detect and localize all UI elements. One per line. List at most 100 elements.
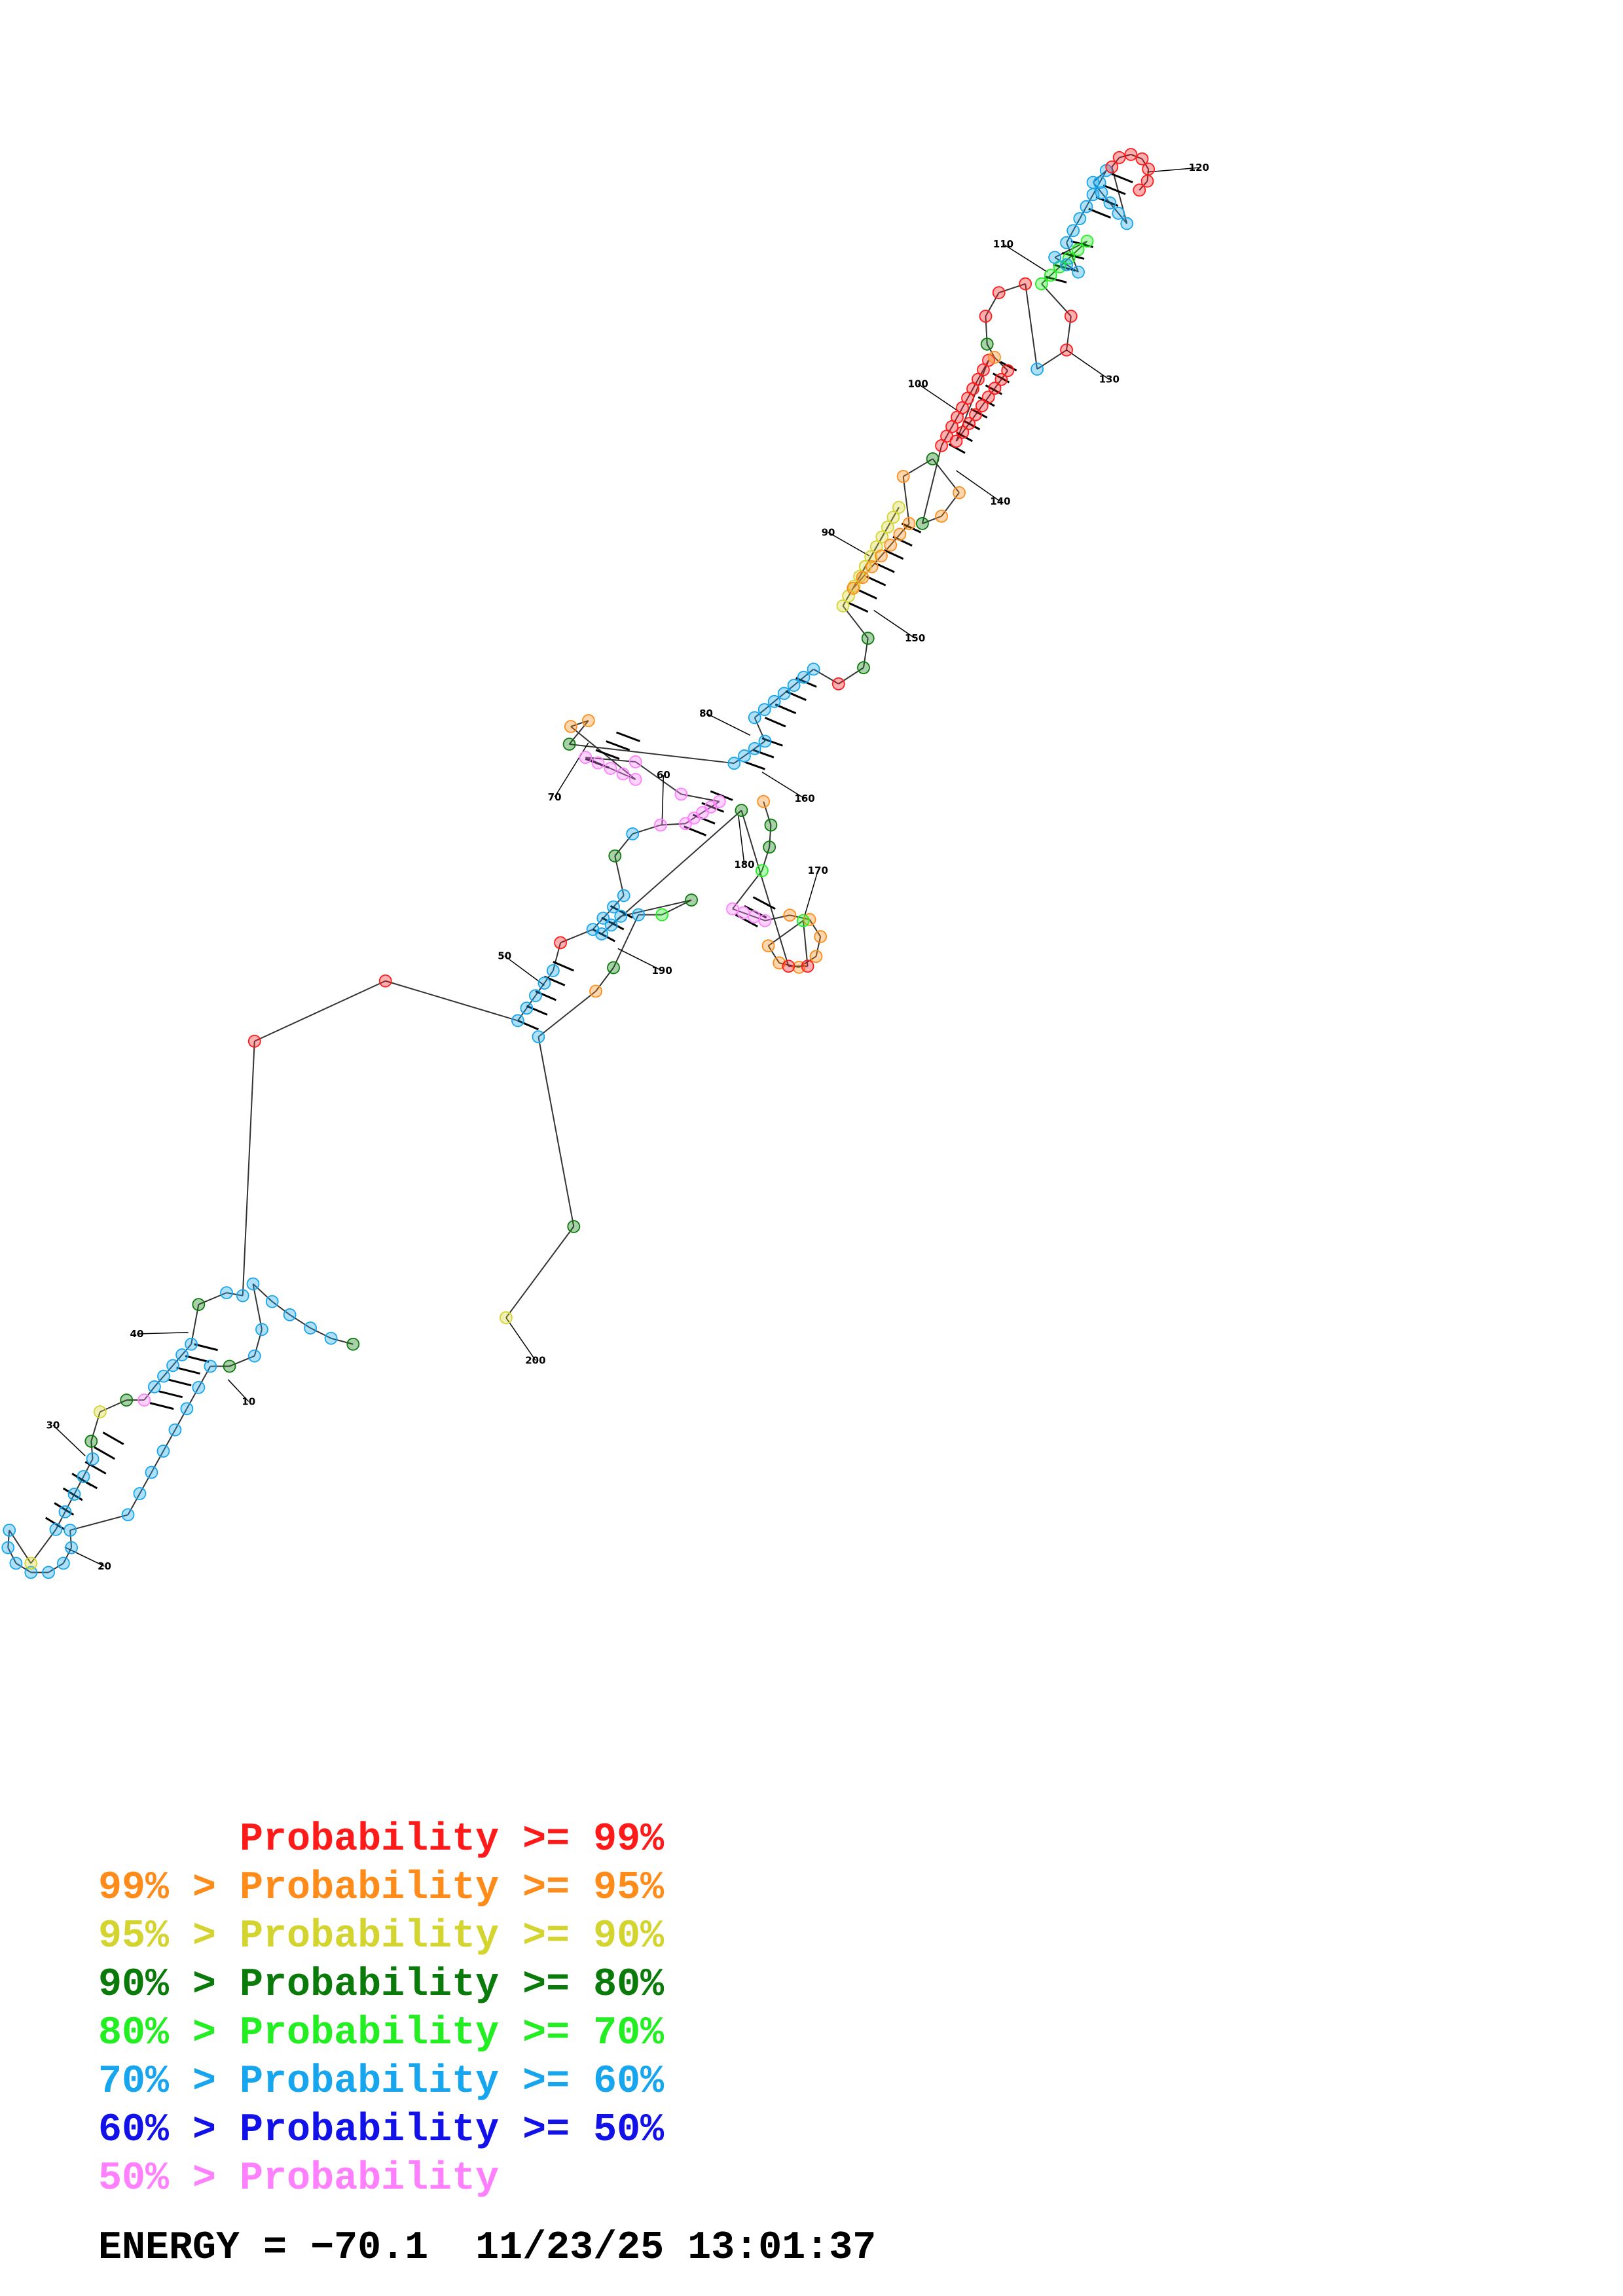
nucleotide xyxy=(1072,265,1085,279)
backbone-segment xyxy=(226,1292,243,1297)
nucleotide xyxy=(886,511,900,524)
nucleotide xyxy=(865,560,879,573)
nucleotide xyxy=(581,714,595,727)
backbone-segment xyxy=(802,920,809,967)
nucleotide xyxy=(949,435,963,448)
backbone-segment xyxy=(9,1530,32,1564)
base-pair-bond xyxy=(883,549,904,560)
nucleotide xyxy=(735,804,748,817)
nucleotide xyxy=(1,1541,15,1554)
position-tick xyxy=(661,775,665,825)
position-tick xyxy=(136,1332,189,1335)
backbone-segment xyxy=(172,1354,183,1366)
backbone-segment xyxy=(535,982,545,996)
nucleotide xyxy=(500,1311,513,1325)
nucleotide xyxy=(65,1541,79,1554)
backbone-segment xyxy=(767,920,804,946)
nucleotide xyxy=(1064,310,1078,323)
backbone-segment xyxy=(871,555,882,567)
nucleotide xyxy=(223,1359,236,1373)
base-pair-bond xyxy=(752,749,775,759)
backbone-segment xyxy=(614,855,625,896)
nucleotide xyxy=(77,1470,90,1483)
nucleotide xyxy=(1060,258,1073,272)
nucleotide xyxy=(926,452,939,465)
nucleotide xyxy=(807,662,820,676)
nucleotide xyxy=(546,964,560,977)
nucleotide xyxy=(782,960,795,973)
time-stamp: 13:01:37 xyxy=(687,2226,877,2270)
backbone-segment xyxy=(1066,230,1074,243)
position-label: 60 xyxy=(657,769,670,781)
position-tick xyxy=(1066,350,1110,380)
nucleotide xyxy=(956,425,970,439)
nucleotide xyxy=(831,677,845,691)
position-label: 70 xyxy=(548,791,562,803)
backbone-segment xyxy=(1025,283,1038,370)
base-pair-bond xyxy=(76,1475,98,1490)
nucleotide xyxy=(763,840,776,854)
backbone-segment xyxy=(1072,218,1081,231)
base-pair-bond xyxy=(848,601,869,613)
nucleotide xyxy=(915,517,929,530)
backbone-segment xyxy=(143,1386,155,1401)
nucleotide xyxy=(562,738,576,751)
nucleotide xyxy=(616,767,630,781)
base-pair-bond xyxy=(606,740,630,751)
base-pair-bond xyxy=(595,749,620,760)
position-label: 130 xyxy=(1099,374,1120,386)
position-tick xyxy=(803,870,819,921)
nucleotide xyxy=(93,1405,107,1419)
nucleotide xyxy=(133,1487,147,1500)
nucleotide xyxy=(49,1522,63,1536)
position-label: 120 xyxy=(1189,162,1209,173)
nucleotide xyxy=(988,382,1002,395)
nucleotide xyxy=(748,742,761,755)
nucleotide xyxy=(796,914,810,927)
position-tick xyxy=(227,1379,249,1402)
backbone-segment xyxy=(592,918,604,930)
position-tick xyxy=(956,470,1001,502)
backbone-segment xyxy=(838,667,864,685)
legend-text: Probability >= 95% xyxy=(240,1866,665,1910)
backbone-segment xyxy=(685,817,695,825)
nucleotide xyxy=(988,351,1001,364)
nucleotide xyxy=(953,486,966,499)
base-pairs xyxy=(45,172,1133,1531)
nucleotide xyxy=(604,762,617,775)
legend-prefix: 70% > xyxy=(98,2060,240,2104)
base-pair-bond xyxy=(149,1402,174,1410)
base-pair-bond xyxy=(526,1005,548,1016)
nucleotide xyxy=(1060,343,1073,357)
nucleotide xyxy=(1142,162,1156,176)
nucleotide xyxy=(764,818,778,832)
position-label: 100 xyxy=(907,378,928,389)
nucleotide xyxy=(9,1556,23,1570)
base-pair-bond xyxy=(615,731,640,742)
backbone-segment xyxy=(613,895,625,908)
base-pair-bond xyxy=(684,825,707,836)
nucleotide xyxy=(861,632,875,645)
backbone-segment xyxy=(813,668,839,685)
base-pair-bond xyxy=(185,1355,210,1363)
base-pair-bond xyxy=(1053,264,1076,272)
base-pair-bond xyxy=(963,420,981,431)
nucleotide xyxy=(346,1337,360,1351)
nucleotide xyxy=(1086,175,1100,189)
nucleotide xyxy=(24,1566,38,1579)
nucleotide xyxy=(1048,251,1061,264)
nucleotide xyxy=(738,749,751,762)
backbone-segment xyxy=(7,1530,10,1548)
energy-value: −70.1 xyxy=(310,2226,429,2270)
nucleotide xyxy=(283,1308,297,1321)
backbone-segment xyxy=(517,1007,528,1021)
backbone-segment xyxy=(331,1337,354,1345)
backbone-segment xyxy=(765,914,790,922)
nucleotide xyxy=(1140,174,1154,188)
legend-text: Probability >= 60% xyxy=(240,2060,665,2104)
nucleotide xyxy=(629,755,642,768)
nucleotide xyxy=(166,1359,179,1372)
nucleotide xyxy=(247,1349,261,1363)
nucleotide xyxy=(629,773,642,786)
backbone-segment xyxy=(151,1450,164,1473)
